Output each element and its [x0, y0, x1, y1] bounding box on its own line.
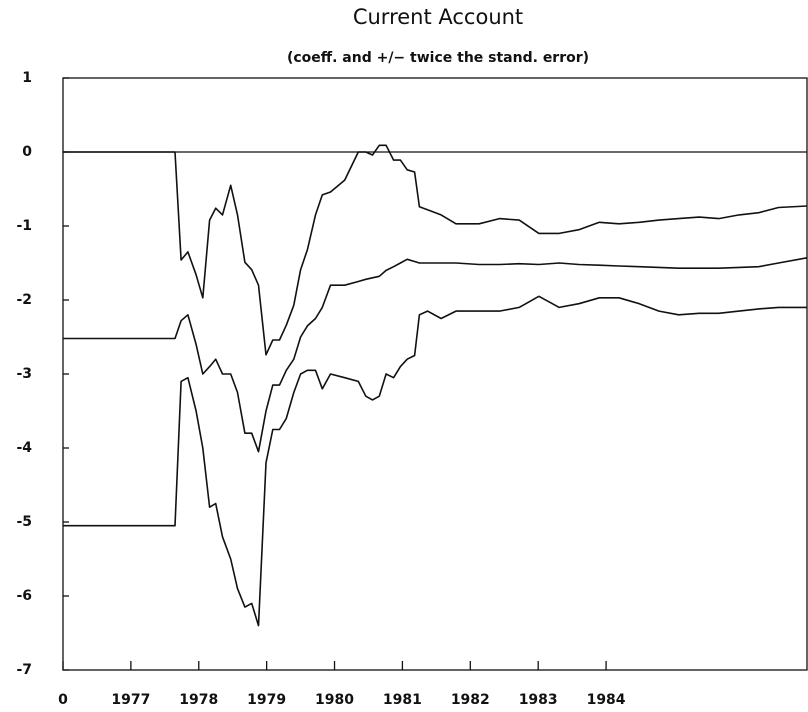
series-line [63, 257, 808, 453]
y-tick-label: -3 [16, 366, 32, 382]
y-tick-label: -1 [16, 218, 32, 234]
series-line [63, 144, 808, 356]
plot-frame [62, 77, 808, 671]
x-tick-label: 0 [58, 692, 68, 708]
x-tick-label: 1980 [315, 692, 354, 708]
series-line [63, 295, 807, 627]
y-tick-label: 0 [22, 144, 32, 160]
chart-title: Current Account [353, 5, 523, 29]
x-tick-label: 1983 [519, 692, 558, 708]
x-tick-label: 1978 [179, 692, 218, 708]
x-tick-label: 1984 [587, 692, 626, 708]
chart-subtitle: (coeff. and +/− twice the stand. error) [287, 50, 589, 66]
y-tick-label: -7 [16, 662, 32, 678]
x-tick-label: 1982 [451, 692, 490, 708]
y-tick-label: -5 [16, 514, 32, 530]
x-tick-label: 1977 [111, 692, 150, 708]
x-tick-label: 1979 [247, 692, 286, 708]
y-tick-label: -4 [16, 440, 32, 456]
x-tick-label: 1981 [383, 692, 422, 708]
y-tick-label: 1 [22, 70, 32, 86]
y-tick-label: -2 [16, 292, 32, 308]
y-tick-label: -6 [16, 588, 32, 604]
